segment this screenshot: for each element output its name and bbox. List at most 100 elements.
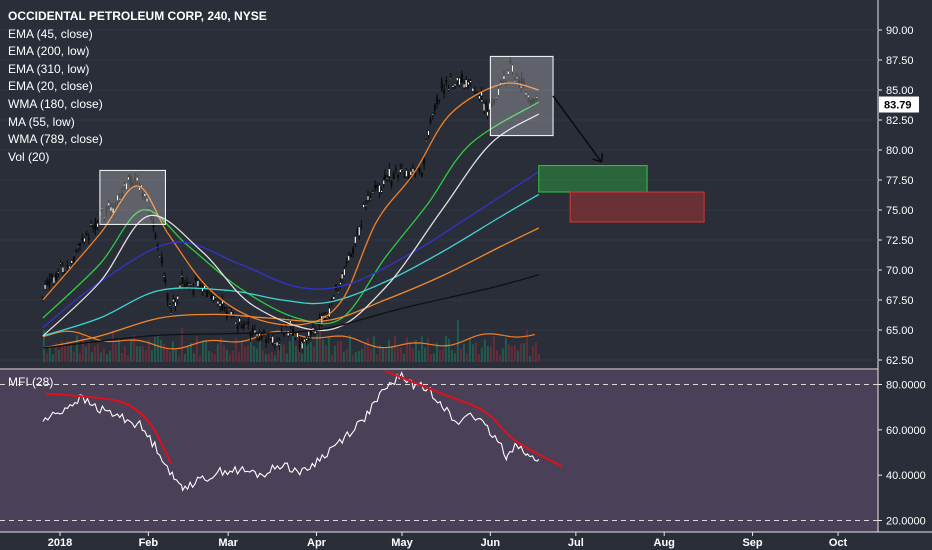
candle-body [240, 325, 243, 329]
x-tick-label: May [391, 537, 413, 549]
candle-body [314, 331, 317, 334]
volume-bar [249, 340, 252, 362]
axes[interactable]: 83.79 90.00 87.50 85.00 82.50 80.00 77.50 75.00… [48, 25, 926, 549]
mfi-trend-arc[interactable] [384, 369, 563, 467]
volume-bar [528, 356, 531, 362]
volume-bar [495, 350, 498, 362]
candle-body [531, 98, 534, 105]
volume-bar [60, 341, 63, 362]
candle-body [409, 171, 412, 176]
candle-body [163, 275, 166, 278]
legend-ema310[interactable]: EMA (310, low) [8, 61, 90, 76]
last-price-label: 83.79 [884, 100, 912, 112]
candle-body [190, 283, 193, 286]
candle-body [168, 304, 171, 307]
volume-bar [93, 346, 96, 362]
volume-bar [270, 351, 273, 362]
candle-body [394, 168, 397, 171]
candle-body [109, 206, 112, 212]
mfi-trend-arc[interactable] [45, 392, 173, 465]
candle-body [227, 308, 230, 310]
legend-ma55[interactable]: MA (55, low) [8, 114, 75, 129]
legend-volume[interactable]: Vol (20) [8, 149, 50, 164]
mfi-y-tick-label: 40.0000 [886, 470, 926, 482]
volume-bar [294, 345, 297, 362]
candle-body [460, 74, 463, 81]
volume-bar [399, 347, 402, 362]
candle-body [405, 170, 408, 177]
volume-bar [231, 350, 234, 362]
stop-zone[interactable] [569, 191, 705, 223]
candle-body [382, 180, 385, 185]
candle-body [253, 330, 256, 334]
candle-body [48, 279, 51, 287]
candle-body [509, 60, 512, 63]
y-tick-label: 77.50 [886, 175, 914, 187]
volume-bar [321, 339, 324, 362]
candle-body [103, 216, 106, 218]
price-plot [0, 29, 878, 362]
candle-body [138, 187, 141, 191]
candle-body [249, 331, 252, 337]
projection-arrow[interactable] [552, 95, 603, 163]
volume-bar [513, 345, 516, 362]
candle-body [420, 172, 423, 177]
ma-line [42, 171, 540, 329]
volume-bar [150, 350, 153, 362]
candle-body [41, 297, 44, 299]
volume-bar [519, 343, 522, 362]
volume-bar [204, 341, 207, 362]
volume-bar [477, 354, 480, 362]
volume-bar [510, 345, 513, 362]
volume-bar [357, 350, 360, 362]
candle-body [136, 177, 139, 181]
candle-body [318, 317, 321, 327]
volume-bar [171, 340, 174, 362]
volume-bar [447, 338, 450, 362]
candle-body [401, 168, 404, 171]
legend-wma180[interactable]: WMA (180, close) [8, 96, 103, 111]
candle-body [57, 271, 60, 274]
legend-ema45[interactable]: EMA (45, close) [8, 26, 93, 41]
volume-bar [216, 344, 219, 362]
volume-bar [132, 335, 135, 362]
x-tick-label: Aug [654, 537, 675, 549]
volume-bar [453, 353, 456, 362]
candle-body [50, 274, 53, 278]
candle-body [483, 103, 486, 111]
candle-body [486, 111, 489, 117]
volume-bar [537, 354, 540, 362]
candle-body [256, 333, 259, 337]
volume-bar [141, 346, 144, 362]
legend-ema200[interactable]: EMA (200, low) [8, 44, 90, 59]
volume-bar [342, 351, 345, 362]
volume-bar [429, 354, 432, 362]
candle-body [392, 173, 395, 179]
candle-body [262, 330, 265, 333]
volume-bar [72, 352, 75, 362]
volume-bar [111, 330, 114, 362]
candle-body [456, 77, 459, 81]
candle-body [337, 291, 340, 294]
volume-bar [108, 350, 111, 362]
highlight-box-left[interactable] [99, 169, 166, 225]
x-tick-label: Jun [481, 537, 501, 549]
y-tick-label: 85.00 [886, 85, 914, 97]
legend-ema20[interactable]: EMA (20, close) [8, 79, 93, 94]
highlight-box-right[interactable] [489, 55, 554, 137]
volume-bar [69, 343, 72, 362]
candle-body [380, 190, 383, 193]
candle-body [251, 328, 254, 331]
candle-body [469, 80, 472, 83]
candle-body [87, 238, 90, 240]
legend-wma789[interactable]: WMA (789, close) [8, 132, 103, 147]
candle-body [374, 185, 377, 189]
volume-bar [291, 336, 294, 362]
candle-body [397, 174, 400, 178]
target-zone[interactable] [538, 165, 648, 193]
y-tick-label: 67.50 [886, 295, 914, 307]
candle-body [451, 85, 454, 88]
volume-bar [309, 342, 312, 362]
volume-bar [78, 353, 81, 362]
volume-bar [222, 345, 225, 362]
